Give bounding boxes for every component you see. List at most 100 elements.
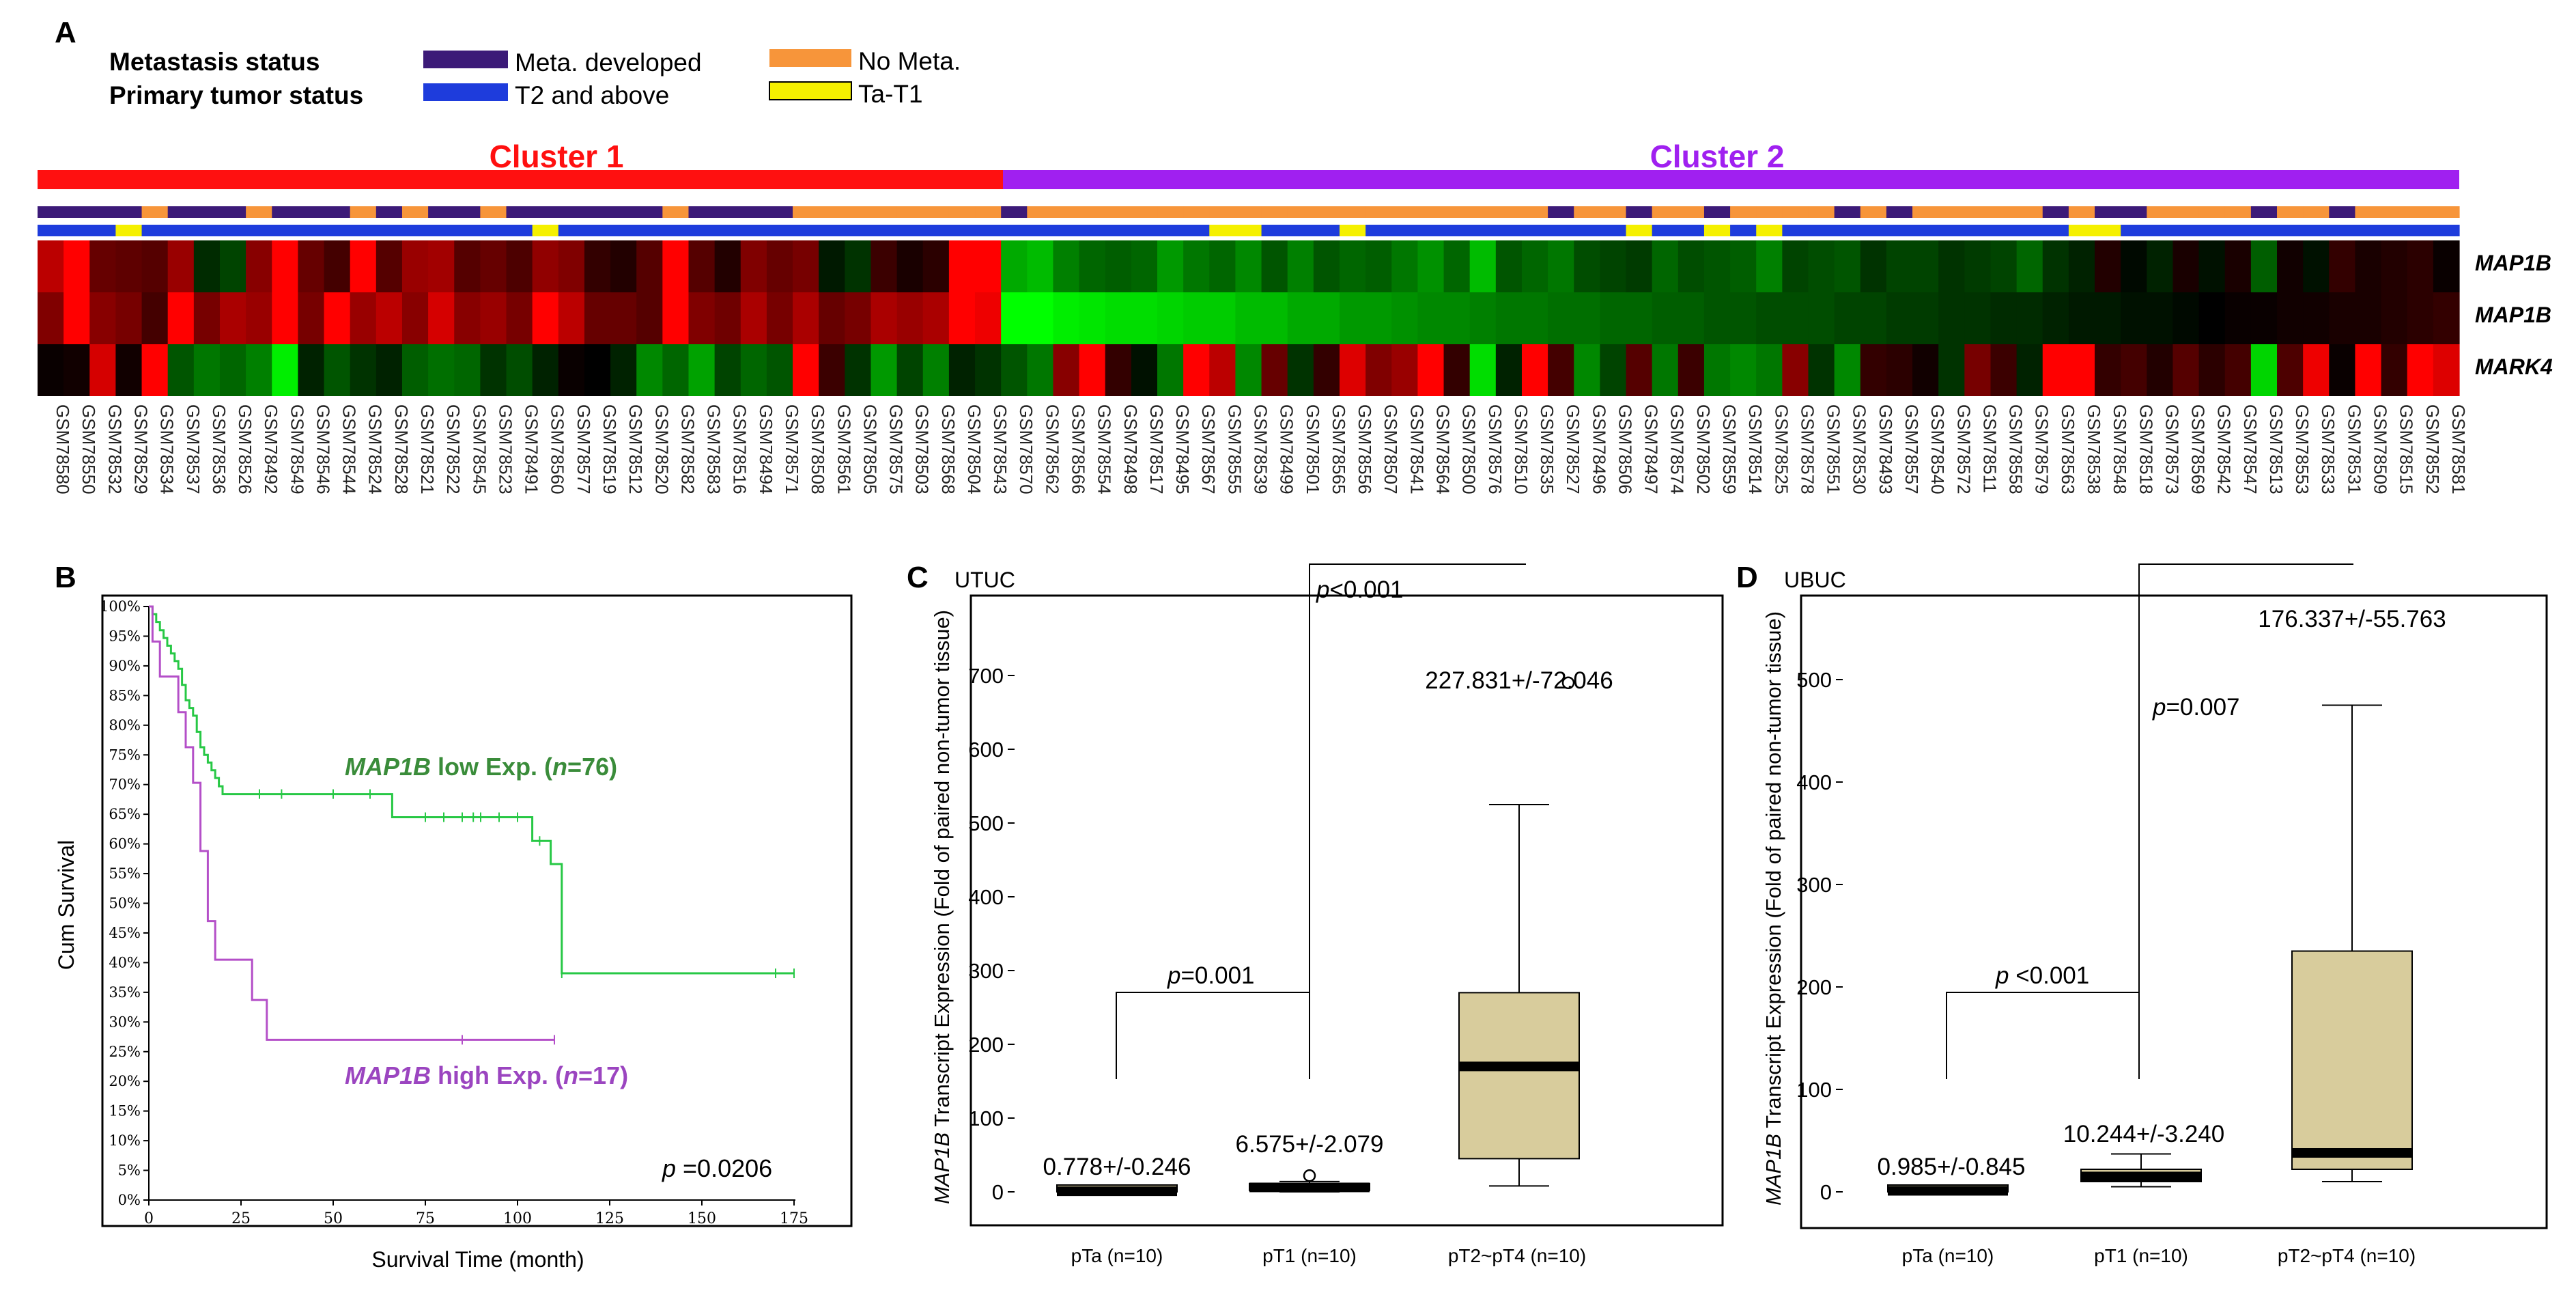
tumor-stage-cell [975,225,1002,236]
metastasis-cell [2068,206,2095,218]
heatmap-cell [2250,240,2278,292]
km-x-tick-label: 125 [595,1210,624,1227]
sample-label: GSM78522 [443,404,464,494]
heatmap-cell [1886,292,1913,344]
heatmap-cell [1782,292,1809,344]
heatmap-cell [1495,344,1523,396]
sample-label: GSM78553 [2292,404,2312,494]
metastasis-cell [1079,206,1106,218]
metastasis-cell [1209,206,1236,218]
cluster2-bar [1003,170,2459,189]
tumor-stage-cell [819,225,845,236]
heatmap-cell [2068,240,2095,292]
panel-d-label: D [1736,561,1758,594]
y-tick-label: 0 [1820,1180,1832,1204]
tumor-stage-cell [1027,225,1054,236]
tumor-stage-cell [63,225,90,236]
heatmap-cell [688,240,716,292]
metastasis-cell [1600,206,1627,218]
y-tick-label: 0 [992,1180,1004,1204]
c-category-3: pT2~pT4 (n=10) [1448,1245,1586,1266]
tumor-stage-cell [1938,225,1965,236]
tumor-stage-cell [506,225,533,236]
heatmap-cell [480,292,507,344]
sample-label: GSM78518 [2136,404,2156,494]
sample-label: GSM78533 [2318,404,2338,494]
d-pvalue-1: p <0.001 [1995,962,2089,989]
panel-b: B 0% 5% 10% 15% 20% 25% 30% 35% 40% 45% 50% 55% 60% 6… [54,561,853,1272]
sample-label: GSM78520 [651,404,672,494]
heatmap-cell [401,240,429,292]
gene-label-2: MAP1B [2475,303,2551,327]
heatmap-cell [2042,344,2069,396]
heatmap-cell [1626,344,1653,396]
sample-label: GSM78575 [886,404,907,494]
metastasis-cell [1990,206,2018,218]
heatmap-cell [1001,240,1028,292]
d-y-gene: MAP1B [1761,1134,1785,1206]
tumor-stage-cell [1391,225,1419,236]
outlier [1303,1169,1316,1182]
km-p-value: p =0.0206 [662,1154,772,1182]
heatmap-cell [1261,344,1288,396]
heatmap-cell [1521,240,1548,292]
metastasis-cell [558,206,585,218]
heatmap-cell [2277,292,2304,344]
heatmap-cell [1183,344,1210,396]
heatmap-cell [1626,292,1653,344]
metastasis-cell [2433,206,2460,218]
heatmap-cell [298,292,325,344]
heatmap-cell [2198,240,2226,292]
panel-c-title: UTUC [954,568,1015,592]
c-frame [969,594,1724,1227]
heatmap-cell [1313,292,1340,344]
heatmap-cell [1678,240,1705,292]
sample-label: GSM78576 [1485,404,1505,494]
heatmap-cell [1600,240,1627,292]
heatmap-cell [115,240,143,292]
heatmap-cell [1834,292,1861,344]
heatmap-cell [1782,240,1809,292]
tumor-stage-cell [922,225,950,236]
tumor-stage-cell [2329,225,2356,236]
heatmap-cell [740,240,767,292]
metastasis-cell [1703,206,1731,218]
legend-primary-title: Primary tumor status [109,81,363,109]
heatmap-cell [1808,344,1835,396]
metastasis-cell [428,206,455,218]
sample-label: GSM78494 [756,404,776,494]
heatmap-cell [63,292,90,344]
sample-label: GSM78545 [469,404,490,494]
heatmap-cell [1990,240,2018,292]
heatmap-cell [948,292,976,344]
heatmap-cell [506,240,533,292]
km-p-letter: p [662,1154,676,1182]
sample-label: GSM78511 [1979,404,2000,493]
heatmap-cell [558,344,585,396]
metastasis-cell [2147,206,2174,218]
tumor-stage-cell [1990,225,2018,236]
sample-label: GSM78543 [990,404,1010,494]
heatmap-cell [1469,344,1497,396]
metastasis-cell [871,206,898,218]
heatmap-cell [38,292,64,344]
heatmap-cell [636,344,663,396]
sample-label: GSM78563 [2058,404,2078,494]
sample-label: GSM78495 [1172,404,1193,494]
metastasis-cell [1469,206,1497,218]
metastasis-cell [272,206,298,218]
km-censor-marks [259,789,795,1045]
sample-label: GSM78552 [2422,404,2443,494]
heatmap-cell [1053,344,1080,396]
cluster1-bar [38,170,1003,189]
heatmap-cell [1053,292,1080,344]
sample-label: GSM78540 [1927,404,1948,494]
sample-label: GSM78502 [1693,404,1714,494]
sample-label: GSM78513 [2266,404,2287,494]
metastasis-cell [1339,206,1366,218]
km-low-legend: MAP1B low Exp. (n=76) [345,753,617,781]
heatmap-cell [1261,292,1288,344]
metastasis-cell [376,206,403,218]
km-x-tick-label: 0 [144,1210,154,1227]
